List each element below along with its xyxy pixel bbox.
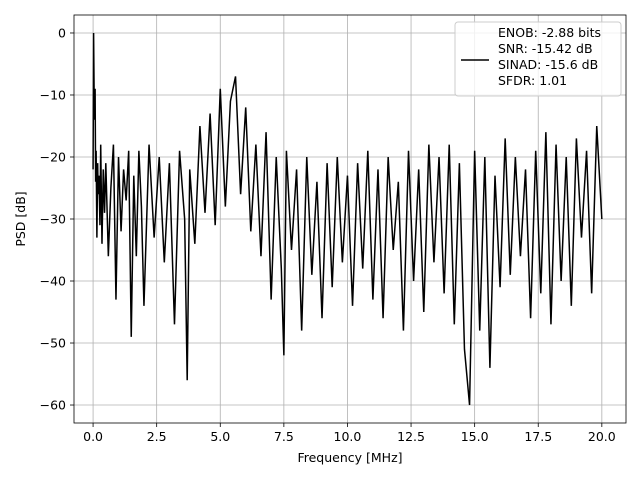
y-tick-label: −10: [40, 87, 66, 102]
x-tick-label: 2.5: [147, 429, 167, 444]
y-tick-label: −60: [40, 398, 66, 413]
x-tick-label: 12.5: [397, 429, 425, 444]
legend-sinad: SINAD: -15.6 dB: [498, 57, 598, 72]
x-tick-label: 17.5: [524, 429, 552, 444]
y-tick-label: −50: [40, 336, 66, 351]
y-tick-label: −40: [40, 274, 66, 289]
legend-enob: ENOB: -2.88 bits: [498, 25, 601, 40]
x-axis-label: Frequency [MHz]: [297, 450, 402, 465]
y-tick-label: −20: [40, 149, 66, 164]
x-tick-label: 10.0: [334, 429, 362, 444]
x-tick-label: 15.0: [461, 429, 489, 444]
x-tick-label: 20.0: [588, 429, 616, 444]
y-axis-label: PSD [dB]: [13, 191, 28, 246]
x-tick-label: 5.0: [210, 429, 230, 444]
legend-sfdr: SFDR: 1.01: [498, 73, 567, 88]
y-tick-label: −30: [40, 212, 66, 227]
x-tick-label: 0.0: [83, 429, 103, 444]
legend-box: [454, 21, 622, 97]
y-tick-label: 0: [58, 25, 66, 40]
legend: ENOB: -2.88 bits SNR: -15.42 dB SINAD: -…: [454, 21, 622, 97]
x-axis-ticks: 0.0 2.5 5.0 7.5 10.0 12.5 15.0 17.5 20.0: [83, 423, 616, 444]
y-axis-ticks: 0 −10 −20 −30 −40 −50 −60: [40, 25, 74, 413]
psd-trace-line: [92, 32, 603, 406]
legend-snr: SNR: -15.42 dB: [498, 41, 593, 56]
x-tick-label: 7.5: [274, 429, 294, 444]
